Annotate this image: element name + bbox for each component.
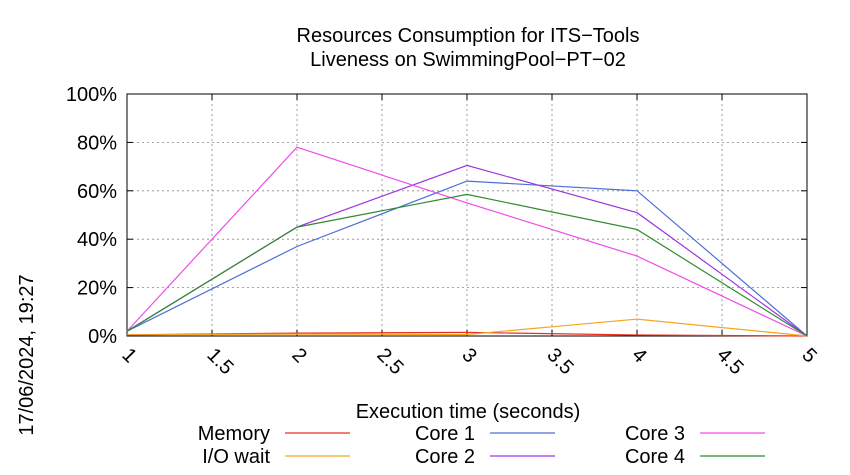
grid <box>127 94 807 336</box>
x-tick-label: 1 <box>117 344 140 367</box>
y-tick-label: 0% <box>88 326 117 348</box>
series-line-i-o-wait <box>126 318 808 337</box>
y-tick-label: 100% <box>66 84 117 106</box>
x-tick-label: 4 <box>627 344 650 367</box>
legend-label: Core 4 <box>625 446 685 468</box>
legend-label: Core 3 <box>625 423 685 445</box>
y-tick-label: 40% <box>77 229 117 251</box>
y-tick-label: 20% <box>77 278 117 300</box>
chart-title: Resources Consumption for ITS−Tools <box>297 25 640 47</box>
legend-label: Core 1 <box>415 423 475 445</box>
series-line-core-4 <box>126 193 808 337</box>
x-tick-label: 3 <box>457 344 480 367</box>
y-tick-label: 80% <box>77 132 117 154</box>
x-tick-label: 1.5 <box>202 344 237 379</box>
series-line-core-3 <box>126 146 808 337</box>
x-tick-label: 4.5 <box>712 344 747 379</box>
chart-subtitle: Liveness on SwimmingPool−PT−02 <box>310 49 626 71</box>
x-axis-label: Execution time (seconds) <box>356 401 581 423</box>
legend-label: Core 2 <box>415 446 475 468</box>
series-lines <box>126 146 808 337</box>
timestamp: 17/06/2024, 19:27 <box>16 274 38 435</box>
series-line-core-1 <box>126 180 808 337</box>
legend-label: I/O wait <box>202 446 270 468</box>
y-tick-label: 60% <box>77 181 117 203</box>
x-tick-label: 2 <box>287 344 310 367</box>
x-tick-label: 5 <box>797 344 820 367</box>
series-line-memory <box>126 331 808 337</box>
y-axis: 0% 20% 40% 60% 80% 100% <box>66 84 807 348</box>
x-tick-label: 2.5 <box>372 344 407 379</box>
legend-label: Memory <box>198 423 270 445</box>
x-tick-label: 3.5 <box>542 344 577 379</box>
